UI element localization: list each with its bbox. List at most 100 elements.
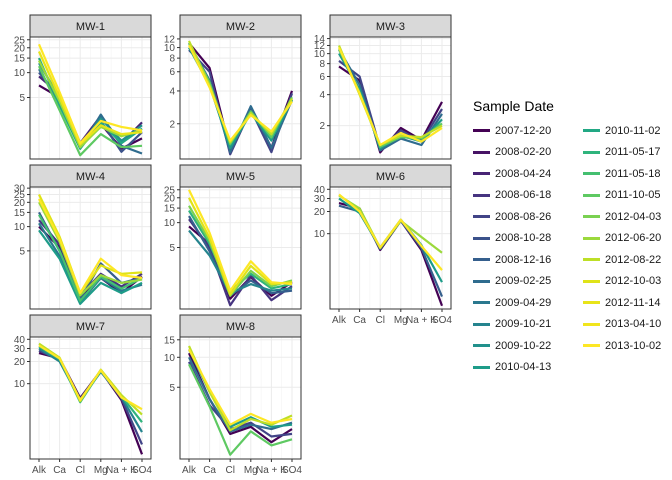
x-tick-label: Mg (394, 315, 408, 326)
series-line (38, 214, 143, 302)
legend-swatch (583, 344, 600, 348)
legend-item: 2009-10-21 (473, 314, 583, 336)
legend-swatch (583, 258, 600, 262)
y-tick-label: 2 (169, 119, 175, 130)
legend-label: 2008-08-26 (495, 210, 552, 223)
y-tick-label: 15 (14, 54, 26, 65)
legend-swatch (473, 258, 490, 262)
y-tick-label: 20 (314, 207, 326, 218)
legend-swatch (583, 215, 600, 219)
legend-label: 2008-10-28 (495, 232, 552, 245)
legend-item: 2008-12-16 (473, 249, 583, 271)
legend-columns: 2007-12-20 2008-02-20 2008-04-24 2008-06-18… (473, 120, 668, 378)
y-tick-label: 5 (19, 246, 25, 257)
y-tick-label: 30 (14, 184, 26, 195)
y-tick-label: 10 (314, 229, 326, 240)
y-tick-label: 10 (314, 49, 326, 60)
legend-swatch (583, 236, 600, 240)
x-tick-label: Cl (225, 465, 234, 476)
legend-swatch (473, 150, 490, 154)
legend-label: 2011-10-05 (605, 189, 661, 202)
legend-item: 2011-05-17 (583, 142, 668, 164)
facet-title: MW-4 (76, 171, 105, 183)
y-tick-label: 20 (14, 43, 26, 54)
series-line (188, 356, 293, 433)
y-tick-label: 12 (314, 41, 326, 52)
series-line (337, 46, 443, 147)
series-line (38, 201, 143, 297)
legend-swatch (583, 129, 600, 133)
y-tick-label: 15 (164, 335, 176, 346)
legend-label: 2007-12-20 (495, 124, 552, 137)
legend-swatch (473, 344, 490, 348)
legend-swatch (473, 279, 490, 283)
legend-swatch (473, 322, 490, 326)
y-tick-label: 40 (314, 185, 326, 196)
legend-item: 2007-12-20 (473, 120, 583, 142)
y-tick-label: 25 (14, 35, 26, 46)
legend-label: 2008-04-24 (495, 167, 552, 180)
y-tick-label: 12 (164, 34, 176, 45)
legend-column-1: 2007-12-20 2008-02-20 2008-04-24 2008-06-18… (473, 120, 583, 378)
y-tick-label: 10 (14, 379, 26, 390)
facet-title: MW-1 (76, 21, 105, 33)
legend-label: 2012-04-03 (605, 210, 662, 223)
legend-label: 2009-10-22 (495, 339, 552, 352)
legend-label: 2012-10-03 (605, 275, 662, 288)
legend-label: 2011-05-17 (605, 146, 661, 159)
x-tick-label: Ca (203, 465, 216, 476)
legend-item: 2008-04-24 (473, 163, 583, 185)
panel-border (329, 186, 452, 310)
series-line (38, 194, 143, 295)
legend-item: 2008-02-20 (473, 142, 583, 164)
x-tick-label: Cl (75, 465, 84, 476)
panel-border (329, 36, 452, 160)
panel-border (179, 36, 302, 160)
series-line (188, 189, 293, 292)
legend-item: 2010-11-02 (583, 120, 668, 142)
series-line (38, 65, 143, 157)
x-tick-label: SO4 (432, 315, 452, 326)
y-tick-label: 10 (164, 218, 176, 229)
legend-label: 2009-02-25 (495, 275, 552, 288)
legend-swatch (473, 215, 490, 219)
facet-title: MW-8 (226, 321, 255, 333)
facet-title: MW-5 (226, 171, 255, 183)
y-tick-label: 15 (164, 204, 176, 215)
series-line (188, 44, 293, 142)
legend-item: 2009-04-29 (473, 292, 583, 314)
series-line (37, 51, 143, 146)
y-tick-label: 8 (319, 59, 325, 70)
x-tick-label: SO4 (282, 465, 302, 476)
legend-item: 2013-04-10 (583, 314, 668, 336)
legend-item: 2012-10-03 (583, 271, 668, 293)
series-line (338, 193, 443, 271)
legend-swatch (473, 193, 490, 197)
facet-title: MW-2 (226, 21, 255, 33)
legend-item: 2008-08-26 (473, 206, 583, 228)
legend-swatch (473, 129, 490, 133)
legend-label: 2012-08-22 (605, 253, 662, 266)
legend-item: 2009-02-25 (473, 271, 583, 293)
y-tick-label: 10 (164, 43, 176, 54)
legend-swatch (583, 322, 600, 326)
x-tick-label: Cl (375, 315, 384, 326)
y-tick-label: 5 (169, 243, 175, 254)
y-tick-label: 8 (169, 54, 175, 65)
y-tick-label: 2 (319, 121, 325, 132)
legend-label: 2013-10-02 (605, 339, 662, 352)
x-tick-label: Mg (94, 465, 108, 476)
y-tick-label: 25 (14, 190, 26, 201)
legend-label: 2012-11-14 (605, 296, 661, 309)
y-tick-label: 10 (14, 222, 26, 233)
legend-title: Sample Date (473, 98, 554, 114)
legend-item: 2012-11-14 (583, 292, 668, 314)
legend-label: 2012-06-20 (605, 232, 662, 245)
y-tick-label: 20 (14, 357, 26, 368)
x-tick-label: Na + K (106, 465, 137, 476)
